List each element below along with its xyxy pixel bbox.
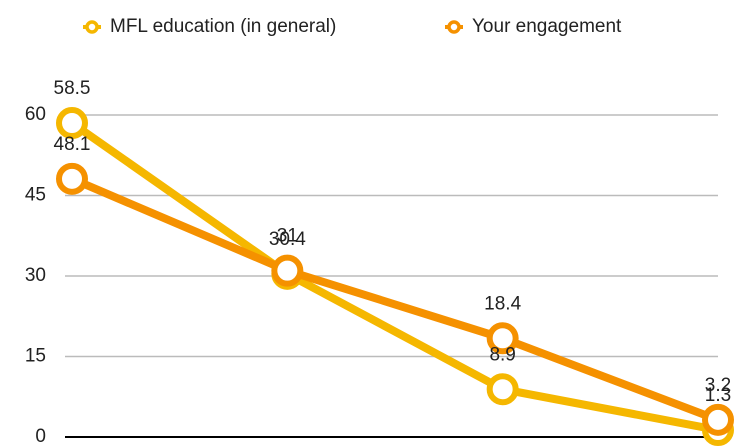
- data-label: 48.1: [54, 134, 91, 155]
- y-tick-label: 45: [25, 185, 46, 206]
- data-label: 3.2: [705, 375, 731, 396]
- legend-marker: [85, 20, 99, 34]
- legend-label: Your engagement: [472, 16, 622, 37]
- data-label: 18.4: [484, 293, 521, 314]
- y-tick-label: 0: [35, 426, 46, 447]
- point: [486, 322, 519, 355]
- data-label: 30.4: [269, 229, 306, 250]
- y-tick-label: 30: [25, 265, 46, 286]
- y-tick-label: 60: [25, 104, 46, 125]
- y-tick-label: 15: [25, 346, 46, 367]
- point: [271, 254, 304, 287]
- point: [56, 107, 88, 140]
- point: [702, 403, 734, 436]
- series-line: [69, 119, 719, 434]
- legend-marker: [447, 20, 461, 34]
- series-line: [70, 175, 720, 424]
- point: [486, 373, 519, 406]
- data-label: 1.3: [705, 385, 731, 406]
- data-label: 58.5: [54, 78, 91, 99]
- legend-label: MFL education (in general): [110, 16, 336, 37]
- data-label: 31: [277, 226, 298, 247]
- data-label: 8.9: [489, 344, 515, 365]
- point: [56, 162, 88, 195]
